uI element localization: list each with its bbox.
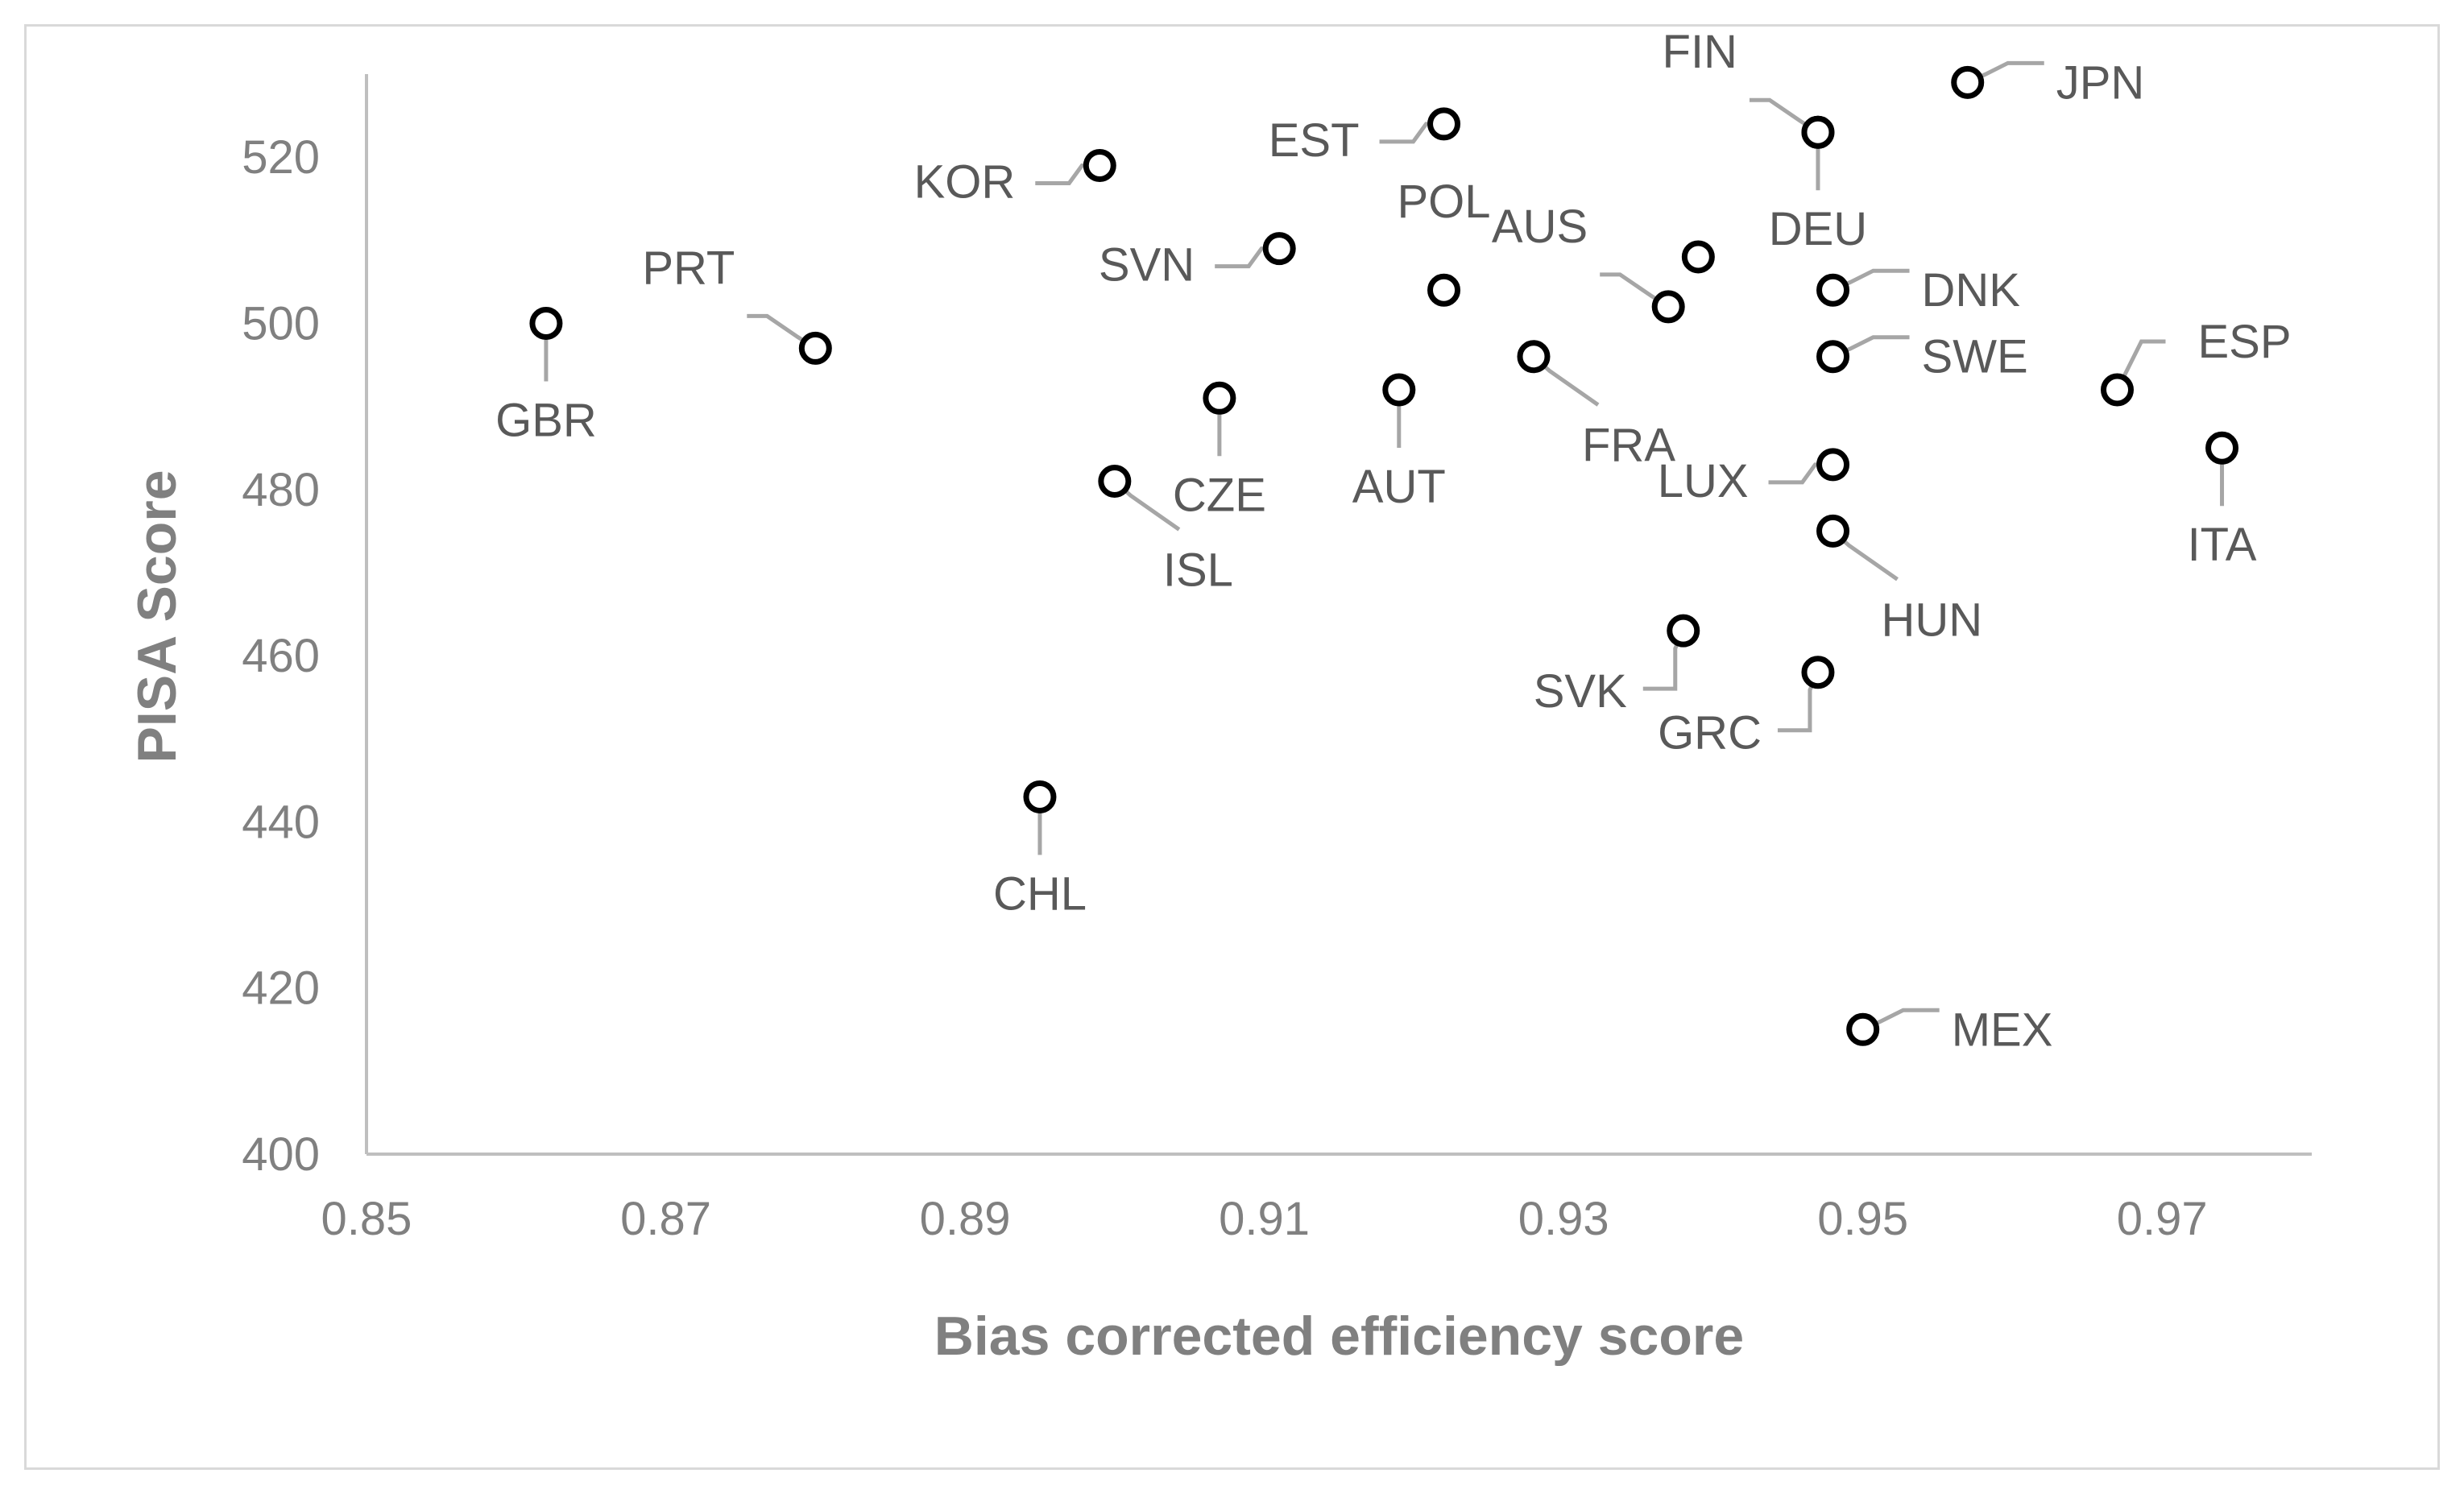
data-point — [1023, 780, 1057, 813]
data-point — [1517, 340, 1551, 374]
y-tick-label: 440 — [242, 796, 320, 848]
data-point — [1651, 290, 1685, 324]
point-labels: GBR PRT KOR CHL ISL CZE SVN EST POL AUT FRA AUS SVK G… — [495, 26, 2291, 1056]
chart-frame — [24, 24, 2440, 1470]
point-label: ISL — [1163, 544, 1233, 596]
x-tick-label: 0.85 — [321, 1193, 412, 1245]
data-point — [529, 306, 563, 340]
leader-lines — [544, 60, 2225, 1032]
point-label: FRA — [1582, 420, 1675, 472]
data-point — [798, 331, 832, 365]
data-point — [1667, 614, 1700, 648]
data-point — [2101, 373, 2134, 407]
point-label: EST — [1269, 114, 1360, 167]
point-label: AUS — [1492, 201, 1588, 253]
point-label: POL — [1398, 176, 1491, 228]
data-point — [1846, 1012, 1880, 1046]
point-label: PRT — [642, 242, 735, 294]
point-label: SVN — [1099, 239, 1195, 292]
data-point — [1262, 232, 1296, 266]
point-label: SVK — [1534, 665, 1627, 718]
x-tick-labels: 0.85 0.87 0.89 0.91 0.93 0.95 0.97 — [321, 1193, 2208, 1245]
data-point — [2205, 431, 2239, 465]
x-tick-label: 0.97 — [2117, 1193, 2208, 1245]
data-point — [1801, 656, 1835, 689]
y-tick-label: 480 — [242, 464, 320, 516]
point-label: FIN — [1663, 26, 1737, 78]
y-axis-title: PISA Score — [126, 470, 188, 763]
y-tick-label: 400 — [242, 1128, 320, 1181]
y-tick-label: 520 — [242, 131, 320, 184]
y-tick-label: 500 — [242, 297, 320, 350]
point-label: JPN — [2056, 56, 2145, 109]
point-label: AUT — [1352, 461, 1446, 513]
data-point — [1098, 464, 1132, 498]
x-tick-label: 0.87 — [620, 1193, 711, 1245]
point-label: HUN — [1882, 594, 1983, 646]
axes — [365, 74, 2312, 1156]
x-tick-label: 0.93 — [1518, 1193, 1609, 1245]
x-tick-label: 0.91 — [1219, 1193, 1310, 1245]
data-point — [1816, 273, 1850, 307]
data-point — [1816, 514, 1850, 548]
x-tick-label: 0.95 — [1817, 1193, 1908, 1245]
data-point — [1382, 373, 1416, 407]
x-axis-title: Bias corrected efficiency score — [934, 1306, 1744, 1367]
data-point — [1427, 107, 1461, 141]
point-label: ITA — [2188, 519, 2257, 571]
point-label: LUX — [1658, 455, 1749, 507]
point-label: CHL — [993, 867, 1087, 920]
data-point — [1801, 115, 1835, 149]
y-tick-labels: 400 420 440 460 480 500 520 — [242, 131, 320, 1181]
point-label: SWE — [1922, 331, 2028, 383]
point-label: GBR — [495, 394, 597, 446]
data-point — [1203, 381, 1236, 415]
data-point — [1427, 273, 1461, 307]
x-tick-label: 0.89 — [920, 1193, 1011, 1245]
y-tick-label: 420 — [242, 962, 320, 1015]
point-label: DEU — [1769, 203, 1867, 255]
point-label: DNK — [1922, 264, 2021, 317]
y-tick-label: 460 — [242, 630, 320, 682]
data-point — [1083, 148, 1116, 182]
data-point — [1816, 340, 1850, 374]
point-label: ESP — [2198, 316, 2292, 368]
point-label: KOR — [914, 155, 1016, 208]
data-point — [1681, 240, 1715, 274]
data-points — [529, 65, 2239, 1046]
data-point — [1816, 448, 1850, 482]
point-label: CZE — [1173, 469, 1266, 521]
point-label: GRC — [1658, 707, 1762, 759]
point-label: MEX — [1952, 1004, 2053, 1056]
data-point — [1951, 65, 1985, 99]
